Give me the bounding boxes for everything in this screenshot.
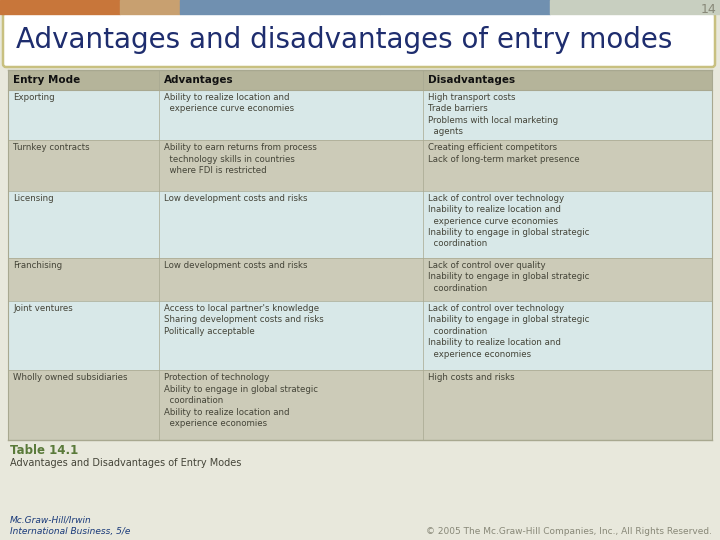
Bar: [8, 191, 712, 258]
Text: Disadvantages: Disadvantages: [428, 75, 516, 85]
Bar: [8, 70, 712, 90]
Bar: [550, 0, 720, 14]
Text: Low development costs and risks: Low development costs and risks: [164, 194, 308, 202]
Text: Mc.Graw-Hill/Irwin
International Business, 5/e: Mc.Graw-Hill/Irwin International Busines…: [10, 515, 130, 536]
Bar: [120, 0, 180, 14]
Text: Access to local partner's knowledge
Sharing development costs and risks
Politica: Access to local partner's knowledge Shar…: [164, 304, 324, 336]
Text: Turnkey contracts: Turnkey contracts: [13, 143, 89, 152]
Text: Low development costs and risks: Low development costs and risks: [164, 261, 308, 270]
Text: Lack of control over technology
Inability to engage in global strategic
  coordi: Lack of control over technology Inabilit…: [428, 304, 590, 359]
Bar: [8, 301, 712, 370]
Text: Advantages and disadvantages of entry modes: Advantages and disadvantages of entry mo…: [16, 26, 672, 54]
Text: Wholly owned subsidiaries: Wholly owned subsidiaries: [13, 374, 127, 382]
Text: High transport costs
Trade barriers
Problems with local marketing
  agents: High transport costs Trade barriers Prob…: [428, 93, 559, 137]
FancyBboxPatch shape: [3, 13, 715, 67]
Text: Lack of control over technology
Inability to realize location and
  experience c: Lack of control over technology Inabilit…: [428, 194, 590, 248]
Bar: [8, 258, 712, 301]
Text: Table 14.1: Table 14.1: [10, 444, 78, 457]
Text: Ability to earn returns from process
  technology skills in countries
  where FD: Ability to earn returns from process tec…: [164, 143, 318, 176]
Text: Exporting: Exporting: [13, 93, 55, 102]
Text: Protection of technology
Ability to engage in global strategic
  coordination
Ab: Protection of technology Ability to enga…: [164, 374, 318, 428]
Bar: [8, 370, 712, 440]
Bar: [8, 90, 712, 140]
Bar: [180, 0, 380, 14]
Text: Lack of control over quality
Inability to engage in global strategic
  coordinat: Lack of control over quality Inability t…: [428, 261, 590, 293]
Text: Ability to realize location and
  experience curve economies: Ability to realize location and experien…: [164, 93, 294, 113]
Text: Advantages and Disadvantages of Entry Modes: Advantages and Disadvantages of Entry Mo…: [10, 458, 241, 468]
Bar: [0, 0, 120, 14]
Text: Advantages: Advantages: [164, 75, 234, 85]
Text: High costs and risks: High costs and risks: [428, 374, 515, 382]
Text: 14: 14: [701, 3, 716, 16]
Text: Entry Mode: Entry Mode: [13, 75, 80, 85]
Text: © 2005 The Mc.Graw-Hill Companies, Inc., All Rights Reserved.: © 2005 The Mc.Graw-Hill Companies, Inc.,…: [426, 527, 712, 536]
Text: Joint ventures: Joint ventures: [13, 304, 73, 313]
Bar: [8, 140, 712, 191]
Bar: [380, 0, 550, 14]
Text: Creating efficient competitors
Lack of long-term market presence: Creating efficient competitors Lack of l…: [428, 143, 580, 164]
Text: Franchising: Franchising: [13, 261, 62, 270]
Text: Licensing: Licensing: [13, 194, 53, 202]
